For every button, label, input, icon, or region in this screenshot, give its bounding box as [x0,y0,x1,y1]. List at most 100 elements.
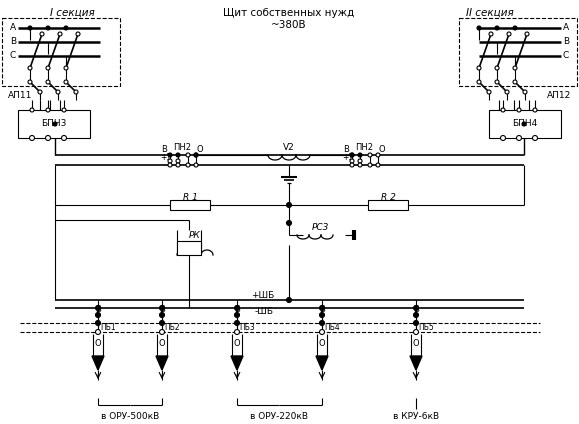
Text: О: О [379,145,385,153]
Circle shape [522,122,526,126]
Circle shape [96,306,101,310]
Circle shape [46,108,50,112]
Circle shape [495,80,499,84]
Circle shape [64,80,68,84]
Circle shape [477,26,481,30]
Circle shape [413,306,419,310]
Circle shape [96,329,101,335]
Circle shape [489,32,493,36]
Circle shape [376,153,380,157]
Circle shape [516,136,522,140]
Circle shape [234,329,240,335]
Text: ПБ5: ПБ5 [418,323,434,332]
Text: ПБ3: ПБ3 [239,323,255,332]
Text: А: А [563,23,569,33]
Circle shape [495,26,499,30]
Circle shape [358,163,362,167]
Text: В: В [413,306,419,315]
Circle shape [159,321,164,326]
Text: ПБ4: ПБ4 [324,323,340,332]
Bar [368,200,408,210]
Circle shape [28,26,32,30]
Circle shape [320,329,324,335]
Circle shape [533,136,537,140]
Circle shape [533,108,537,112]
Text: С: С [563,51,569,61]
Circle shape [495,66,499,70]
Text: V2: V2 [283,142,295,151]
Circle shape [358,153,362,157]
Circle shape [194,153,198,157]
Circle shape [320,321,324,326]
Circle shape [40,32,44,36]
Circle shape [38,90,42,94]
Circle shape [287,220,291,226]
Text: О: О [318,340,325,349]
Text: ПБ2: ПБ2 [164,323,179,332]
Circle shape [159,312,164,318]
Text: ПБ1: ПБ1 [100,323,116,332]
Text: ПН2: ПН2 [355,142,373,151]
Circle shape [523,90,527,94]
Text: РК: РК [189,231,201,240]
Circle shape [525,32,529,36]
Text: +1: +1 [160,153,171,162]
Circle shape [46,136,50,140]
Text: Щит собственных нужд
~380В: Щит собственных нужд ~380В [223,8,354,30]
Circle shape [477,66,481,70]
Circle shape [30,108,34,112]
Circle shape [350,163,354,167]
Text: О: О [234,340,240,349]
Text: В: В [343,145,349,153]
Circle shape [234,321,240,326]
Circle shape [56,90,60,94]
Text: -ШБ: -ШБ [255,307,274,316]
Text: В: В [319,306,325,315]
Polygon shape [410,356,422,370]
Circle shape [176,159,180,163]
Circle shape [62,108,66,112]
Circle shape [413,321,419,326]
Text: В: В [95,306,101,315]
Circle shape [368,163,372,167]
Circle shape [376,163,380,167]
Polygon shape [231,356,243,370]
Circle shape [176,153,180,157]
Circle shape [58,32,62,36]
Circle shape [287,298,291,302]
Circle shape [30,136,35,140]
Text: АП12: АП12 [547,92,571,100]
Polygon shape [92,356,104,370]
Circle shape [350,153,354,157]
Circle shape [234,306,240,310]
Bar [18,110,90,138]
Text: R 1: R 1 [182,192,197,201]
Circle shape [320,312,324,318]
Text: -: - [186,153,189,162]
Circle shape [413,312,419,318]
Text: +ШБ: +ШБ [251,292,274,301]
Circle shape [28,66,32,70]
Bar [170,200,210,210]
Circle shape [513,80,517,84]
Circle shape [487,90,491,94]
Text: БПН4: БПН4 [512,120,538,128]
Text: О: О [159,340,166,349]
Text: О: О [95,340,101,349]
Polygon shape [316,356,328,370]
Circle shape [76,32,80,36]
Text: В: В [10,37,16,47]
Polygon shape [156,356,168,370]
Circle shape [176,163,180,167]
Text: О: О [197,145,203,153]
Text: в ОРУ-220кВ: в ОРУ-220кВ [250,412,308,421]
Circle shape [507,32,511,36]
Text: ПН2: ПН2 [173,142,191,151]
Bar [459,18,577,86]
Circle shape [477,80,481,84]
Text: АП11: АП11 [8,92,32,100]
Text: II секция: II секция [466,8,514,18]
Circle shape [74,90,78,94]
Circle shape [53,122,57,126]
Circle shape [168,159,172,163]
